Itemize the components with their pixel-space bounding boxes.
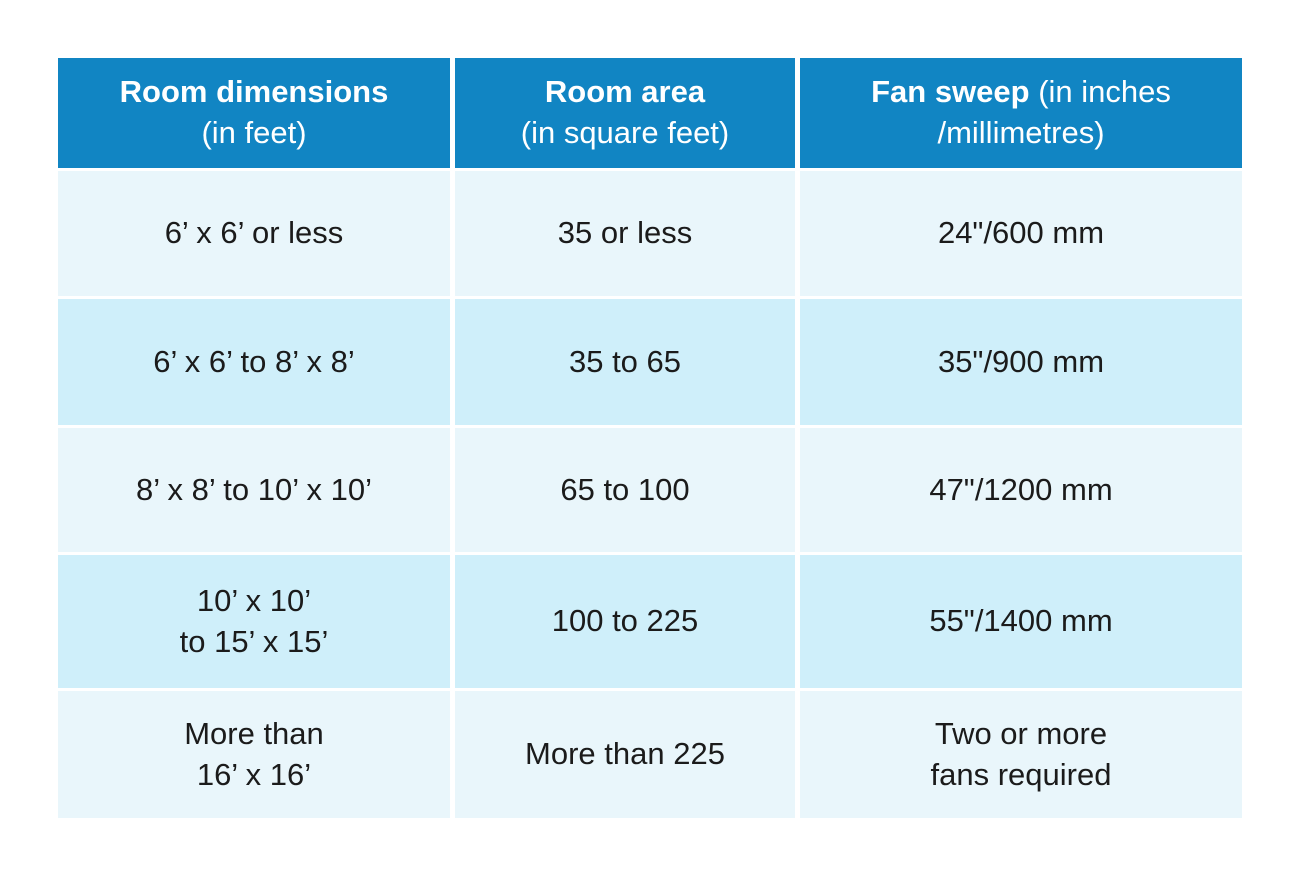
cell-room-dimensions: 8’ x 8’ to 10’ x 10’ [58,428,450,552]
cell-room-area: 65 to 100 [455,428,795,552]
cell-room-area: 35 or less [455,171,795,296]
cell-room-area: 35 to 65 [455,299,795,425]
header-fan-sweep-unit: (in inches /millimetres) [937,74,1171,150]
cell-room-area: 100 to 225 [455,555,795,688]
header-fan-sweep-title: Fan sweep [871,74,1030,110]
header-fan-sweep: Fan sweep (in inches /millimetres) [800,58,1242,168]
header-room-area-unit: (in square feet) [520,115,730,150]
header-room-dimensions: Room dimensions (in feet) [58,58,450,168]
header-room-area-title: Room area [544,74,706,110]
cell-room-dimensions: 6’ x 6’ to 8’ x 8’ [58,299,450,425]
cell-fan-sweep: 55"/1400 mm [800,555,1242,688]
cell-fan-sweep: Two or more fans required [800,691,1242,818]
header-room-dimensions-unit: (in feet) [201,115,307,150]
fan-sweep-table: Room dimensions (in feet) Room area (in … [58,58,1242,818]
cell-room-dimensions: 10’ x 10’ to 15’ x 15’ [58,555,450,688]
cell-fan-sweep: 24"/600 mm [800,171,1242,296]
cell-room-dimensions: More than 16’ x 16’ [58,691,450,818]
cell-fan-sweep: 47"/1200 mm [800,428,1242,552]
cell-fan-sweep: 35"/900 mm [800,299,1242,425]
cell-room-dimensions: 6’ x 6’ or less [58,171,450,296]
header-room-dimensions-title: Room dimensions [119,74,389,110]
cell-room-area: More than 225 [455,691,795,818]
header-room-area: Room area (in square feet) [455,58,795,168]
